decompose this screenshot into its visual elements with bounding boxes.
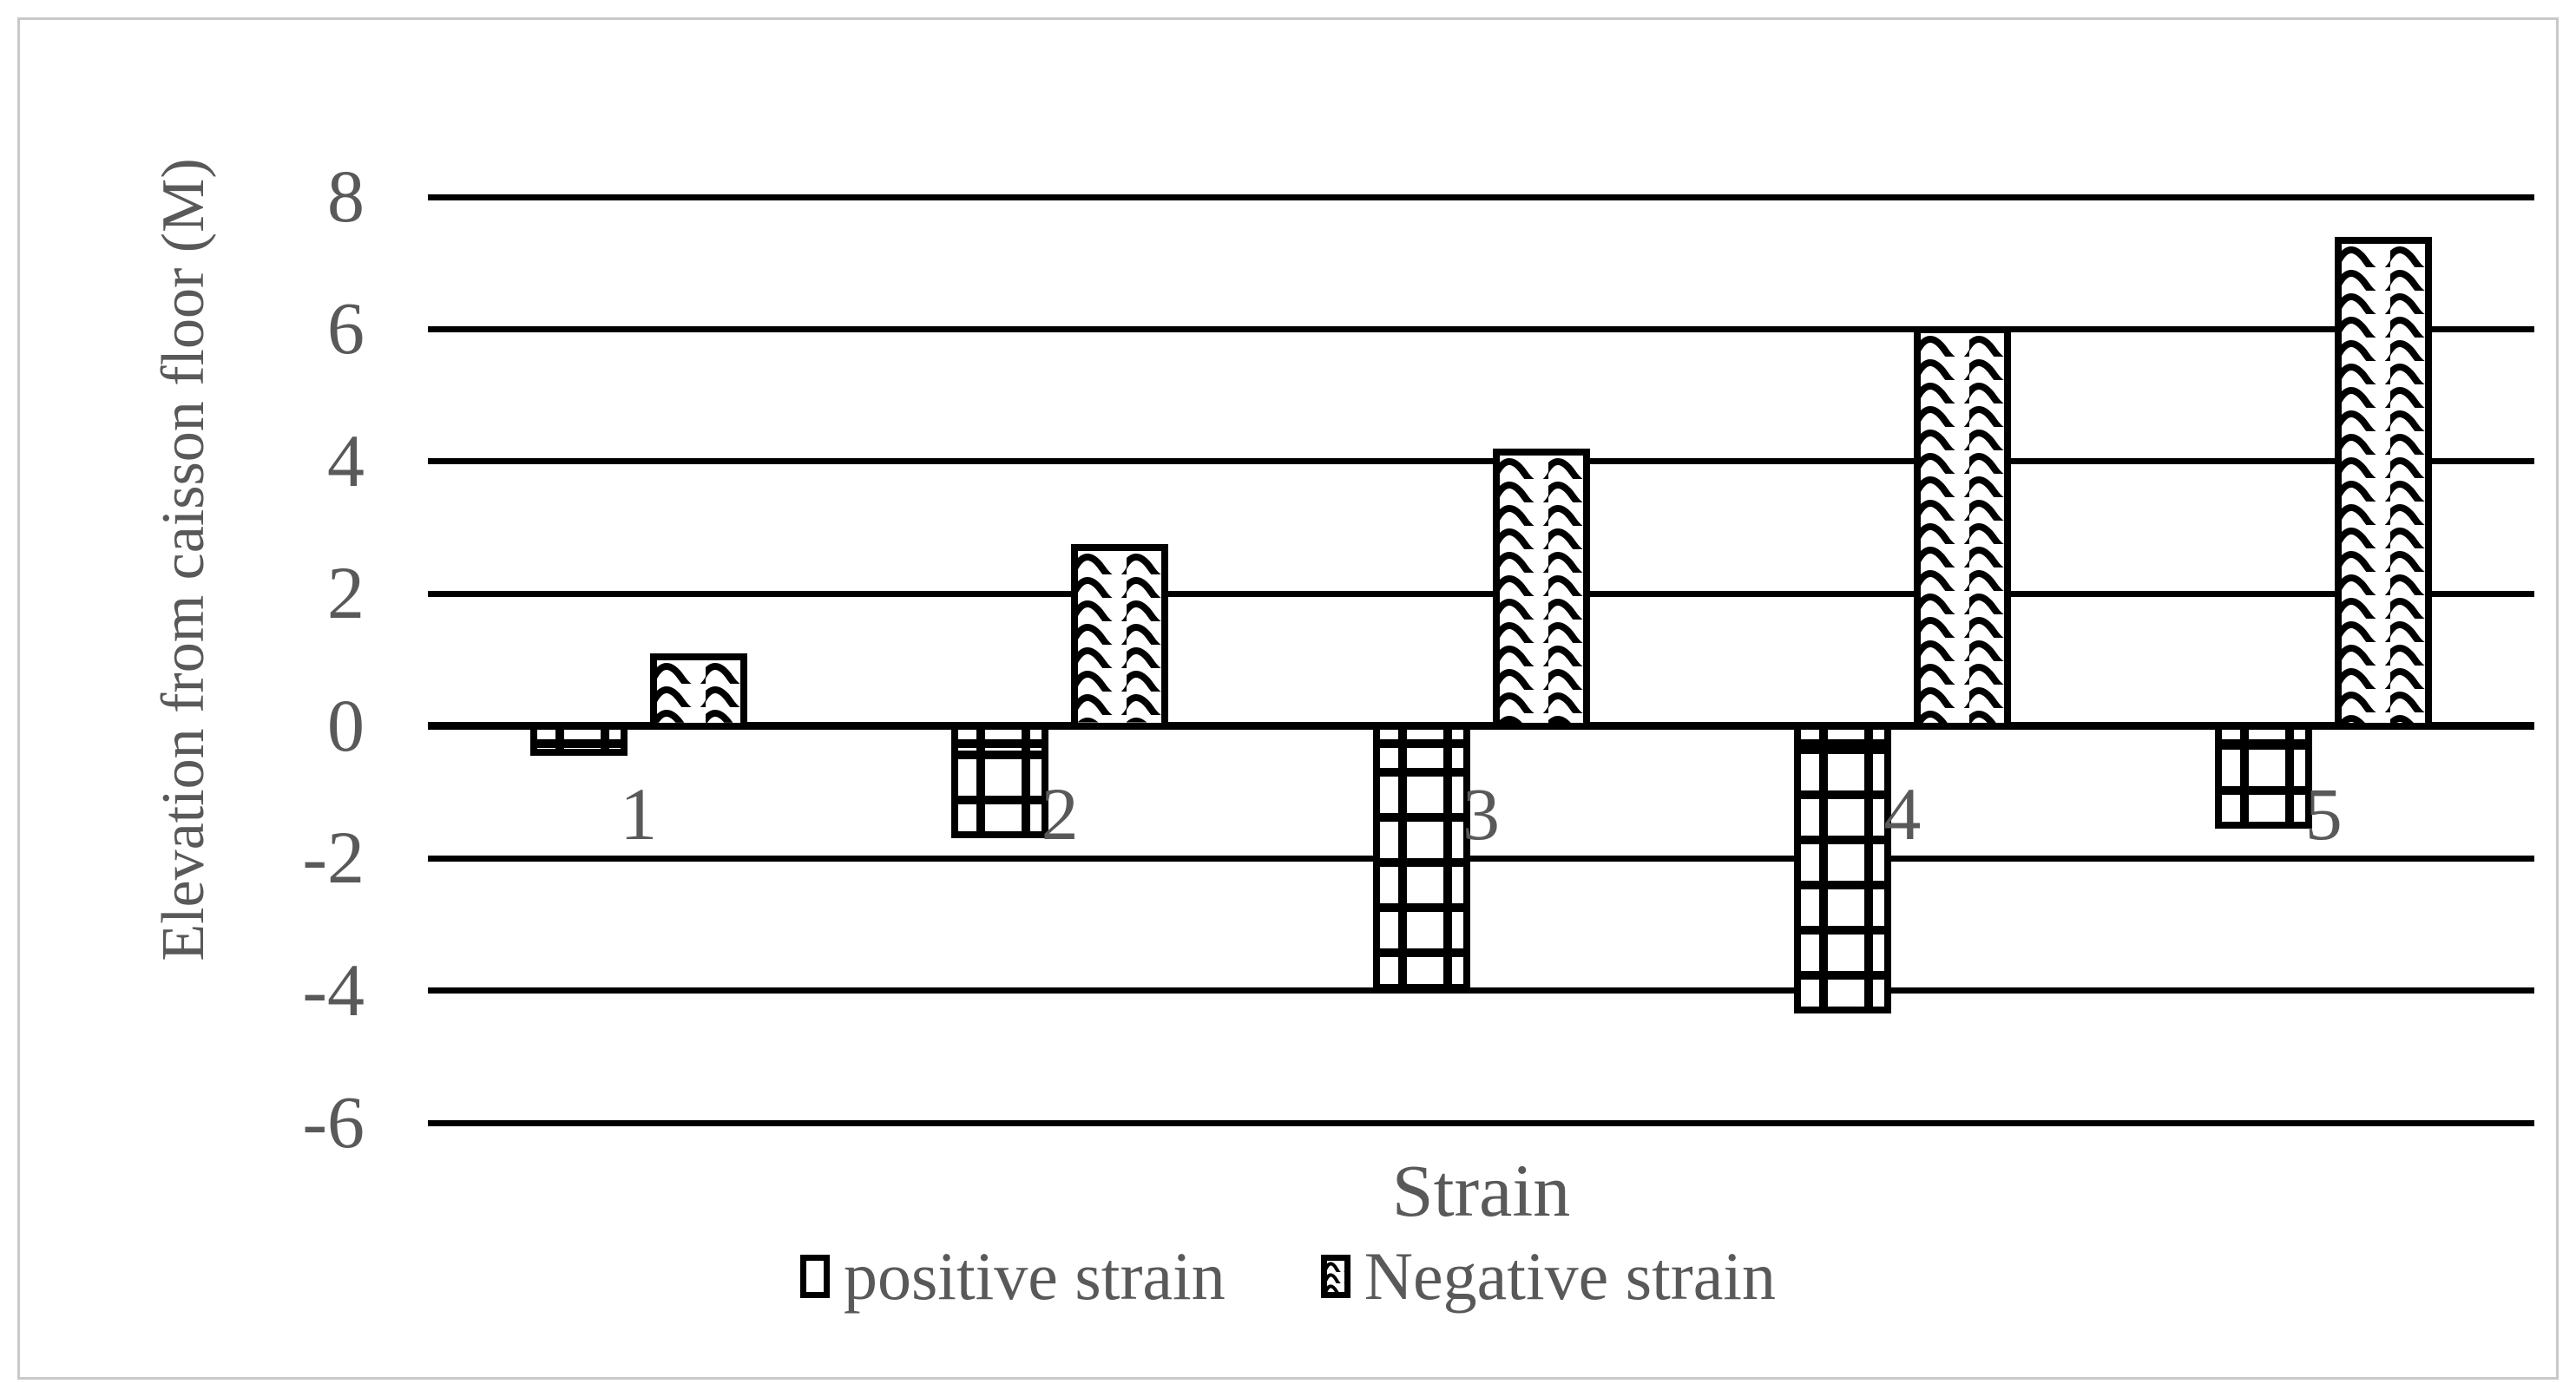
gridline bbox=[428, 987, 2534, 994]
bar-negative-strain-cat1 bbox=[649, 653, 747, 730]
bar-positive-strain-cat4 bbox=[1793, 722, 1891, 1014]
x-category-label: 5 bbox=[2304, 771, 2343, 856]
legend-item-negative-strain: Negative strain bbox=[1320, 1238, 1777, 1314]
bar-negative-strain-cat4 bbox=[1913, 325, 2011, 730]
y-axis-title: Elevation from caisson floor (M) bbox=[150, 158, 217, 961]
bar-negative-strain-cat5 bbox=[2335, 236, 2433, 730]
positive-strain-swatch-icon bbox=[799, 1255, 830, 1298]
x-category-label: 1 bbox=[620, 771, 658, 856]
y-tick-label: -2 bbox=[302, 816, 365, 900]
y-tick-label: 8 bbox=[327, 154, 365, 238]
negative-strain-swatch-icon bbox=[1320, 1255, 1350, 1298]
y-tick-label: 4 bbox=[327, 418, 365, 502]
y-tick-label: 2 bbox=[327, 551, 365, 635]
x-category-label: 2 bbox=[1041, 771, 1079, 856]
x-axis-title: Strain bbox=[1391, 1149, 1571, 1232]
legend-label-positive-strain: positive strain bbox=[843, 1238, 1226, 1314]
bar-positive-strain-cat3 bbox=[1372, 722, 1470, 991]
gridline bbox=[428, 193, 2534, 200]
bar-positive-strain-cat2 bbox=[951, 722, 1049, 839]
y-tick-label: 6 bbox=[327, 286, 365, 371]
gridline bbox=[428, 590, 2534, 597]
y-tick-label: -6 bbox=[302, 1080, 365, 1164]
legend-label-negative-strain: Negative strain bbox=[1364, 1238, 1777, 1314]
legend: positive strain Negative strain bbox=[0, 1243, 2576, 1310]
gridline bbox=[428, 458, 2534, 465]
y-tick-label: -4 bbox=[302, 948, 365, 1032]
gridline bbox=[428, 325, 2534, 332]
gridline bbox=[428, 855, 2534, 862]
bar-negative-strain-cat3 bbox=[1492, 448, 1590, 730]
gridline bbox=[428, 1119, 2534, 1126]
bar-positive-strain-cat1 bbox=[529, 722, 628, 756]
x-category-label: 4 bbox=[1883, 771, 1922, 856]
plot-area: 8 6 4 2 0 -2 -4 -6 1 2 3 4 5 bbox=[302, 159, 2534, 1159]
legend-item-positive-strain: positive strain bbox=[799, 1238, 1226, 1314]
bar-positive-strain-cat5 bbox=[2215, 722, 2313, 829]
bar-negative-strain-cat2 bbox=[1071, 544, 1169, 730]
y-tick-label: 0 bbox=[327, 683, 365, 767]
x-category-label: 3 bbox=[1462, 771, 1500, 856]
figure-border bbox=[17, 17, 2559, 1380]
x-axis-line bbox=[428, 722, 2534, 731]
